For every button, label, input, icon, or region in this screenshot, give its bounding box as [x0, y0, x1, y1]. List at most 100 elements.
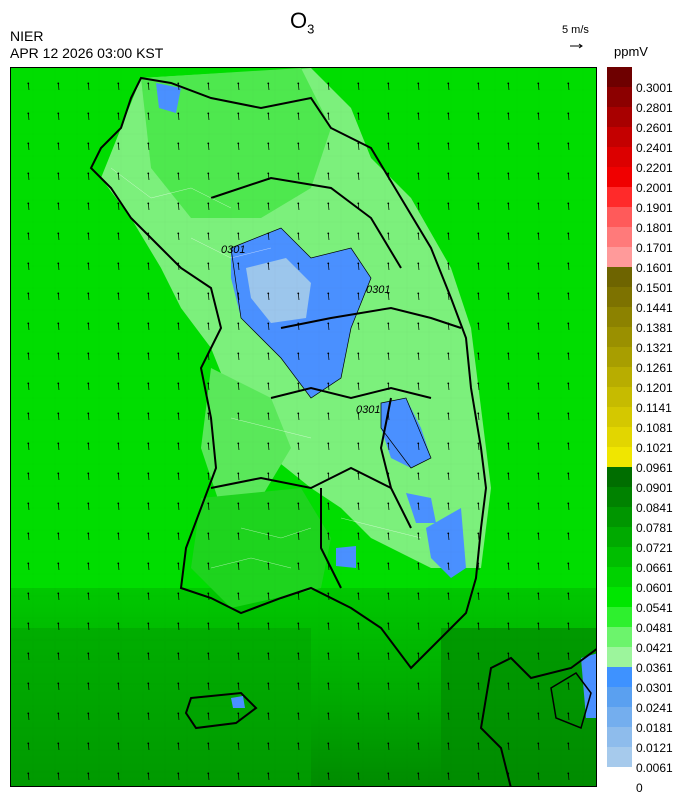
wind-arrow-head — [177, 622, 180, 625]
wind-arrow-head — [147, 112, 150, 115]
wind-arrow-head — [537, 772, 540, 775]
wind-arrow-head — [57, 352, 60, 355]
wind-arrow-head — [267, 622, 270, 625]
wind-arrow — [237, 623, 240, 631]
wind-arrow-head — [387, 652, 390, 655]
wind-arrow — [147, 773, 150, 781]
wind-arrow-head — [267, 232, 270, 235]
wind-arrow — [87, 233, 90, 241]
wind-arrow — [297, 203, 300, 211]
wind-arrow-head — [27, 622, 30, 625]
wind-arrow-head — [567, 142, 570, 145]
wind-arrow — [237, 653, 240, 661]
wind-arrow — [507, 233, 510, 241]
wind-arrow-head — [387, 772, 390, 775]
wind-arrow-head — [177, 292, 180, 295]
wind-arrow — [477, 653, 480, 661]
wind-arrow — [327, 323, 330, 331]
wind-arrow — [57, 323, 60, 331]
wind-arrow-head — [267, 322, 270, 325]
wind-arrow-head — [357, 352, 360, 355]
wind-arrow-head — [267, 382, 270, 385]
colorbar-segment — [607, 307, 632, 328]
wind-arrow-head — [387, 352, 390, 355]
wind-arrow-head — [327, 232, 330, 235]
wind-arrow-head — [327, 142, 330, 145]
wind-arrow — [207, 263, 210, 271]
wind-arrow — [207, 323, 210, 331]
wind-arrow-head — [567, 112, 570, 115]
wind-arrow — [357, 353, 360, 361]
wind-arrow-head — [327, 562, 330, 565]
wind-arrow-head — [57, 142, 60, 145]
wind-arrow-head — [387, 532, 390, 535]
wind-arrow-head — [387, 382, 390, 385]
wind-arrow-head — [447, 712, 450, 715]
wind-arrow-head — [267, 142, 270, 145]
wind-arrow-head — [267, 682, 270, 685]
datetime-label: APR 12 2026 03:00 KST — [10, 45, 164, 61]
wind-arrow — [447, 743, 450, 751]
colorbar-segment — [607, 207, 632, 228]
wind-arrow — [477, 683, 480, 691]
wind-arrow — [57, 773, 60, 781]
wind-arrow — [327, 653, 330, 661]
wind-arrow — [477, 773, 480, 781]
wind-arrow-head — [327, 502, 330, 505]
wind-arrow — [117, 713, 120, 721]
wind-arrow-head — [147, 142, 150, 145]
wind-arrow-head — [117, 502, 120, 505]
colorbar-segment — [607, 87, 632, 108]
wind-arrow-head — [117, 412, 120, 415]
wind-arrow-head — [267, 412, 270, 415]
wind-arrow-head — [27, 382, 30, 385]
wind-arrow — [357, 233, 360, 241]
wind-arrow — [387, 203, 390, 211]
wind-arrow-head — [507, 562, 510, 565]
wind-arrow — [207, 713, 210, 721]
wind-arrow — [87, 623, 90, 631]
wind-arrow-head — [417, 472, 420, 475]
wind-arrow-head — [297, 202, 300, 205]
wind-arrow-head — [27, 352, 30, 355]
wind-arrow — [177, 593, 180, 601]
colorbar-tick-label: 0.1081 — [636, 421, 673, 435]
wind-arrow-head — [327, 262, 330, 265]
wind-arrow-head — [87, 382, 90, 385]
wind-arrow-head — [267, 502, 270, 505]
wind-arrow-head — [147, 562, 150, 565]
wind-arrow-head — [507, 382, 510, 385]
wind-arrow-head — [417, 292, 420, 295]
wind-arrow-head — [87, 502, 90, 505]
wind-arrow-head — [567, 652, 570, 655]
wind-arrow — [507, 533, 510, 541]
wind-arrow — [207, 293, 210, 301]
wind-arrow-head — [57, 232, 60, 235]
wind-arrow — [237, 413, 240, 421]
wind-arrow — [447, 233, 450, 241]
wind-arrow — [327, 353, 330, 361]
wind-arrow-head — [87, 112, 90, 115]
wind-arrow — [417, 713, 420, 721]
colorbar-tick-label: 0.0121 — [636, 741, 673, 755]
wind-arrow-head — [117, 742, 120, 745]
wind-arrow-head — [567, 172, 570, 175]
wind-arrow — [357, 743, 360, 751]
wind-arrow — [147, 713, 150, 721]
wind-arrow-head — [417, 172, 420, 175]
wind-arrow-head — [387, 682, 390, 685]
colorbar-tick-label: 0.1261 — [636, 361, 673, 375]
wind-arrow-head — [477, 442, 480, 445]
wind-arrow — [327, 563, 330, 571]
wind-arrow-head — [87, 352, 90, 355]
wind-arrow-head — [567, 502, 570, 505]
wind-arrow-head — [207, 772, 210, 775]
wind-arrow-head — [177, 172, 180, 175]
wind-arrow — [417, 503, 420, 511]
wind-arrow-head — [567, 562, 570, 565]
wind-arrow-head — [387, 82, 390, 85]
wind-arrow — [417, 773, 420, 781]
wind-arrow — [87, 173, 90, 181]
wind-arrow — [447, 173, 450, 181]
wind-arrow — [327, 173, 330, 181]
